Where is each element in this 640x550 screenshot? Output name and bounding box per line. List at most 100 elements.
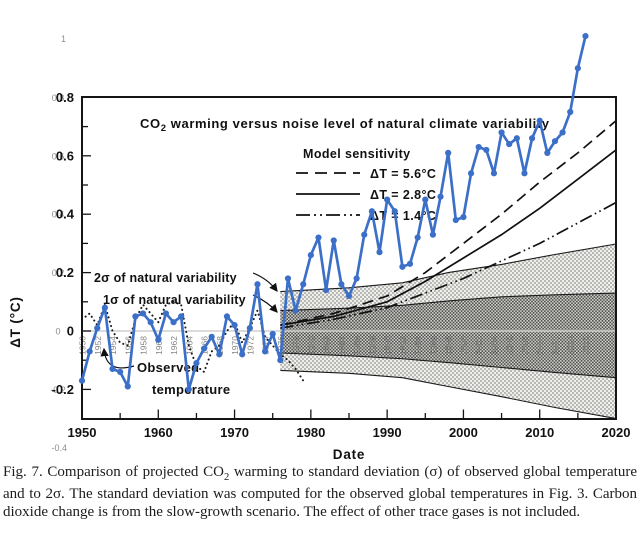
annotation-1sigma: 1σ of natural variability [103,293,246,307]
observed-temperature-marker [361,231,368,238]
observed-temperature-marker [391,208,398,215]
observed-temperature-marker [528,135,536,142]
inner-year-label: 2006 [505,336,515,355]
band-edge-top [280,243,617,293]
x-tick-label: 1970 [220,425,249,440]
inner-year-label: 1958 [139,336,149,355]
observed-temperature-marker [437,193,444,200]
inner-year-label: 1970 [230,336,240,355]
observed-temperature-marker [536,117,543,124]
x-tick-label: 2000 [449,425,478,440]
observed-temperature-marker [506,141,513,148]
observed-temperature-marker [277,357,284,364]
y-gray-label-bottom: -0.4 [51,443,67,453]
inner-year-label: 2014 [566,336,576,355]
observed-temperature-marker [483,146,490,154]
observed-temperature-marker [490,170,498,177]
observed-temperature-marker [124,383,131,390]
caption-text-2: warming to standard deviation (σ) of obs… [3,464,637,520]
x-tick-label: 2020 [602,425,631,440]
inner-year-label: 1962 [169,336,179,355]
observed-temperature-marker [132,313,139,320]
y-tick-label: 0.4 [56,207,75,222]
y-gray-duplicate-label: -0.2 [50,385,66,395]
observed-temperature-marker [223,313,231,320]
figure-caption: Fig. 7. Comparison of projected CO2 warm… [3,464,637,521]
inner-year-label: 1980 [306,336,316,355]
caption-subscript: 2 [223,472,230,483]
observed-temperature-marker [323,287,330,294]
chart-graphics-over [78,32,589,393]
observed-temperature-marker [414,234,421,241]
observed-temperature-marker [445,149,452,156]
observed-temperature-marker [345,292,353,300]
legend-heading: Model sensitivity [303,147,411,161]
annotation-arrow-2sigma [252,272,278,292]
inner-year-label: 1994 [413,336,423,355]
annotation-arrow-1sigma [252,294,278,313]
y-axis-title: ΔT (°C) [8,296,23,347]
observed-temperature-marker [284,275,292,282]
observed-temperature-marker [208,333,215,340]
inner-year-label: 1990 [383,336,393,355]
x-tick-label: 1980 [296,425,325,440]
observed-temperature-marker [582,32,589,40]
observed-temperature-marker [399,263,406,270]
observed-temperature-marker [246,324,253,332]
y-gray-label-top: 1 [61,34,66,44]
y-gray-duplicate-label: 0.8 [52,93,65,103]
observed-temperature-marker [239,351,246,358]
caption-text-1: Fig. 7. Comparison of projected CO [3,464,224,480]
observed-temperature-marker [422,196,429,203]
plot-frame [81,96,617,420]
observed-temperature-marker [406,260,414,267]
legend-label-5-6C: ΔT = 5.6°C [370,167,436,181]
projection-curve-dashdot [280,201,617,329]
inner-year-label: 2000 [459,336,469,355]
y-gray-duplicate-label: 0.4 [52,210,65,220]
band-edge-bottom [280,369,617,420]
observed-temperature-marker [86,348,93,355]
y-tick-label: -0.2 [52,382,74,397]
x-axis-title: Date [333,447,365,462]
observed-temperature-marker [216,351,223,358]
observed-temperature-marker [78,377,86,384]
x-tick-label: 1990 [373,425,402,440]
chart-title-subscript: 2 [161,123,167,134]
band-edge-bottom [280,352,617,379]
inner-year-label: 1988 [367,336,377,355]
inner-year-label: 1996 [428,336,438,355]
observed-temperature-marker [307,251,314,259]
observed-temperature-marker [300,281,307,288]
inner-year-label: 2004 [489,336,499,355]
y-gray-duplicate-label: 0.2 [52,268,65,278]
observed-temperature-marker [544,149,551,156]
observed-temperature-marker [193,360,200,367]
observed-temperature-marker [467,170,475,177]
observed-temperature-marker [185,386,192,393]
observed-temperature-marker [330,237,337,244]
inner-year-label: 2002 [474,336,484,355]
inner-year-label: 1986 [352,336,362,355]
observed-temperature-marker [460,214,467,221]
observed-temperature-marker [155,336,162,343]
inner-year-label: 2010 [535,336,545,355]
chart-title: CO2 warming versus noise level of natura… [140,116,550,134]
inner-year-label: 2012 [550,336,560,355]
inner-year-label: 1978 [291,336,301,355]
chart-title-prefix: CO [140,116,161,131]
inner-year-label: 1952 [93,336,103,355]
observed-temperature-marker [551,138,559,145]
observed-temperature-marker [139,310,147,317]
observed-temperature-marker [269,330,276,338]
legend-label-1-4C: ΔT = 1.4°C [370,209,436,223]
x-tick-label: 1950 [68,425,97,440]
y-gray-duplicate-label: 0 [55,327,60,337]
observed-temperature-marker [101,304,108,311]
observed-temperature-marker [254,281,261,288]
observed-temperature-marker [109,365,116,373]
observed-temperature-marker [376,249,383,256]
inner-year-label: 1982 [322,336,332,355]
observed-temperature-marker [338,281,345,288]
